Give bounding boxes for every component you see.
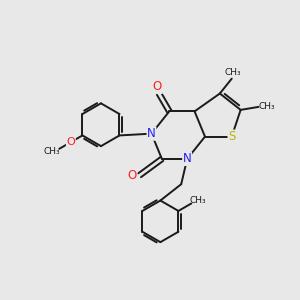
Text: O: O bbox=[67, 137, 75, 147]
Text: S: S bbox=[228, 130, 236, 143]
Text: CH₃: CH₃ bbox=[190, 196, 206, 205]
Text: N: N bbox=[147, 127, 156, 140]
Text: O: O bbox=[153, 80, 162, 94]
Text: CH₃: CH₃ bbox=[44, 147, 61, 156]
Text: CH₃: CH₃ bbox=[258, 102, 275, 111]
Text: N: N bbox=[183, 152, 191, 165]
Text: CH₃: CH₃ bbox=[224, 68, 241, 76]
Text: O: O bbox=[128, 169, 137, 182]
